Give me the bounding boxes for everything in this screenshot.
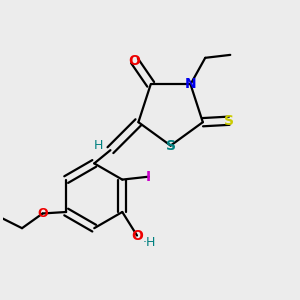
Text: S: S (166, 139, 176, 153)
Text: I: I (146, 170, 152, 184)
Text: O: O (131, 229, 143, 242)
Text: S: S (224, 114, 234, 128)
Text: H: H (93, 139, 103, 152)
Text: O: O (129, 54, 140, 68)
Text: O: O (37, 207, 48, 220)
Text: ·H: ·H (143, 236, 156, 248)
Text: N: N (185, 77, 196, 91)
